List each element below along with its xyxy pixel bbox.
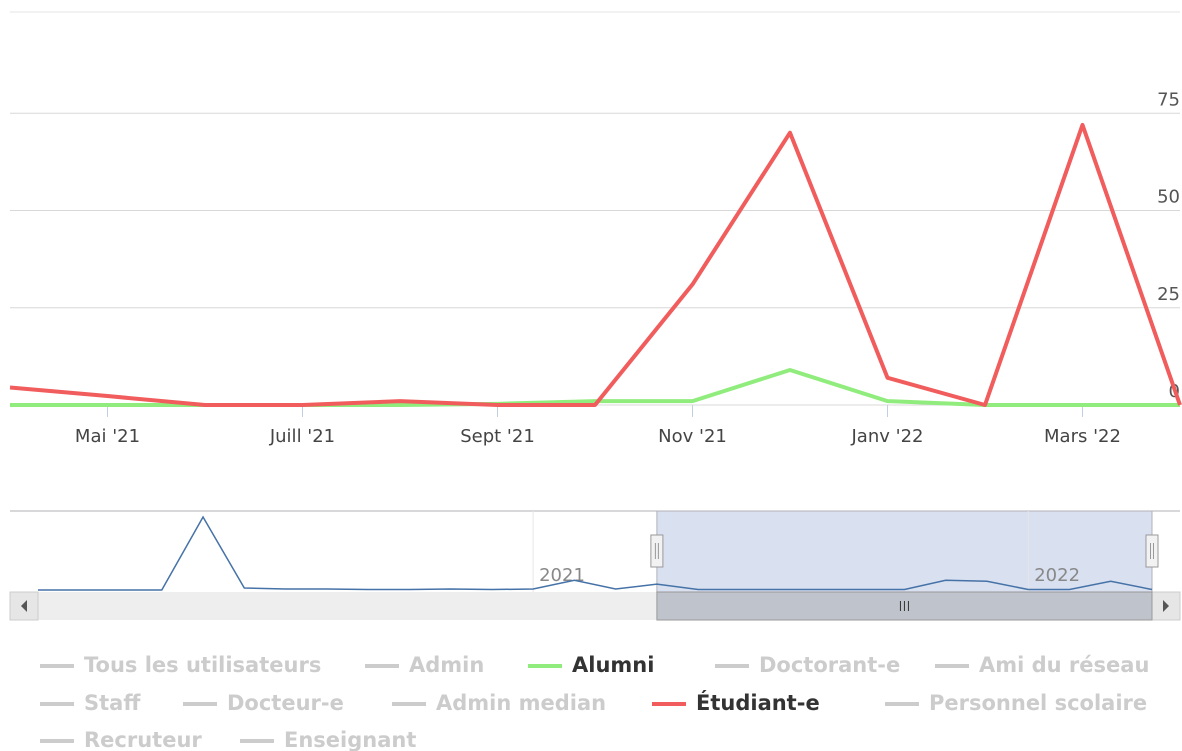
x-tick-label: Nov '21 bbox=[658, 426, 727, 447]
legend-label: Staff bbox=[84, 691, 141, 715]
x-tick-label: Sept '21 bbox=[460, 426, 535, 447]
legend-label: Recruteur bbox=[84, 728, 202, 751]
legend-item[interactable]: Staff bbox=[40, 691, 141, 715]
legend-label: Admin bbox=[409, 653, 484, 677]
x-tick-label: Janv '22 bbox=[851, 426, 924, 447]
legend-item[interactable]: Admin bbox=[365, 653, 484, 677]
legend-item[interactable]: Docteur-e bbox=[183, 691, 344, 715]
legend-label: Admin median bbox=[436, 691, 606, 715]
navigator-handle[interactable] bbox=[650, 534, 664, 568]
legend-label: Docteur-e bbox=[227, 691, 344, 715]
arrow-right bbox=[1163, 600, 1169, 612]
arrow-left bbox=[21, 600, 27, 612]
y-tick-label: 25 bbox=[1157, 284, 1180, 305]
legend-label: Personnel scolaire bbox=[929, 691, 1147, 715]
legend-label: Ami du réseau bbox=[979, 653, 1149, 677]
legend-item[interactable]: Doctorant-e bbox=[715, 653, 900, 677]
navigator-handle[interactable] bbox=[1145, 534, 1159, 568]
legend-label: Tous les utilisateurs bbox=[84, 653, 321, 677]
legend-item[interactable]: Admin median bbox=[392, 691, 606, 715]
x-tick-label: Juill '21 bbox=[269, 426, 335, 447]
series-line bbox=[10, 367, 1180, 407]
legend-item[interactable]: Tous les utilisateurs bbox=[40, 653, 321, 677]
legend-item[interactable]: Recruteur bbox=[40, 728, 202, 751]
x-tick-label: Mai '21 bbox=[75, 426, 140, 447]
legend-item[interactable]: Alumni bbox=[528, 653, 654, 677]
legend-label: Doctorant-e bbox=[759, 653, 900, 677]
x-tick-label: Mars '22 bbox=[1044, 426, 1121, 447]
legend-item[interactable]: Étudiant-e bbox=[652, 690, 820, 715]
legend-item[interactable]: Personnel scolaire bbox=[885, 691, 1147, 715]
y-tick-label: 75 bbox=[1157, 89, 1180, 110]
legend-item[interactable]: Enseignant bbox=[240, 728, 416, 751]
y-tick-label: 50 bbox=[1157, 187, 1180, 208]
legend-label: Étudiant-e bbox=[696, 690, 820, 715]
navigator-line bbox=[38, 515, 1153, 591]
legend-label: Enseignant bbox=[284, 728, 416, 751]
navigator-label: 2022 bbox=[1034, 565, 1080, 586]
scroll-left[interactable] bbox=[9, 591, 39, 621]
legend-item[interactable]: Ami du réseau bbox=[935, 653, 1149, 677]
series-line bbox=[9, 122, 1182, 407]
legend-label: Alumni bbox=[572, 653, 654, 677]
